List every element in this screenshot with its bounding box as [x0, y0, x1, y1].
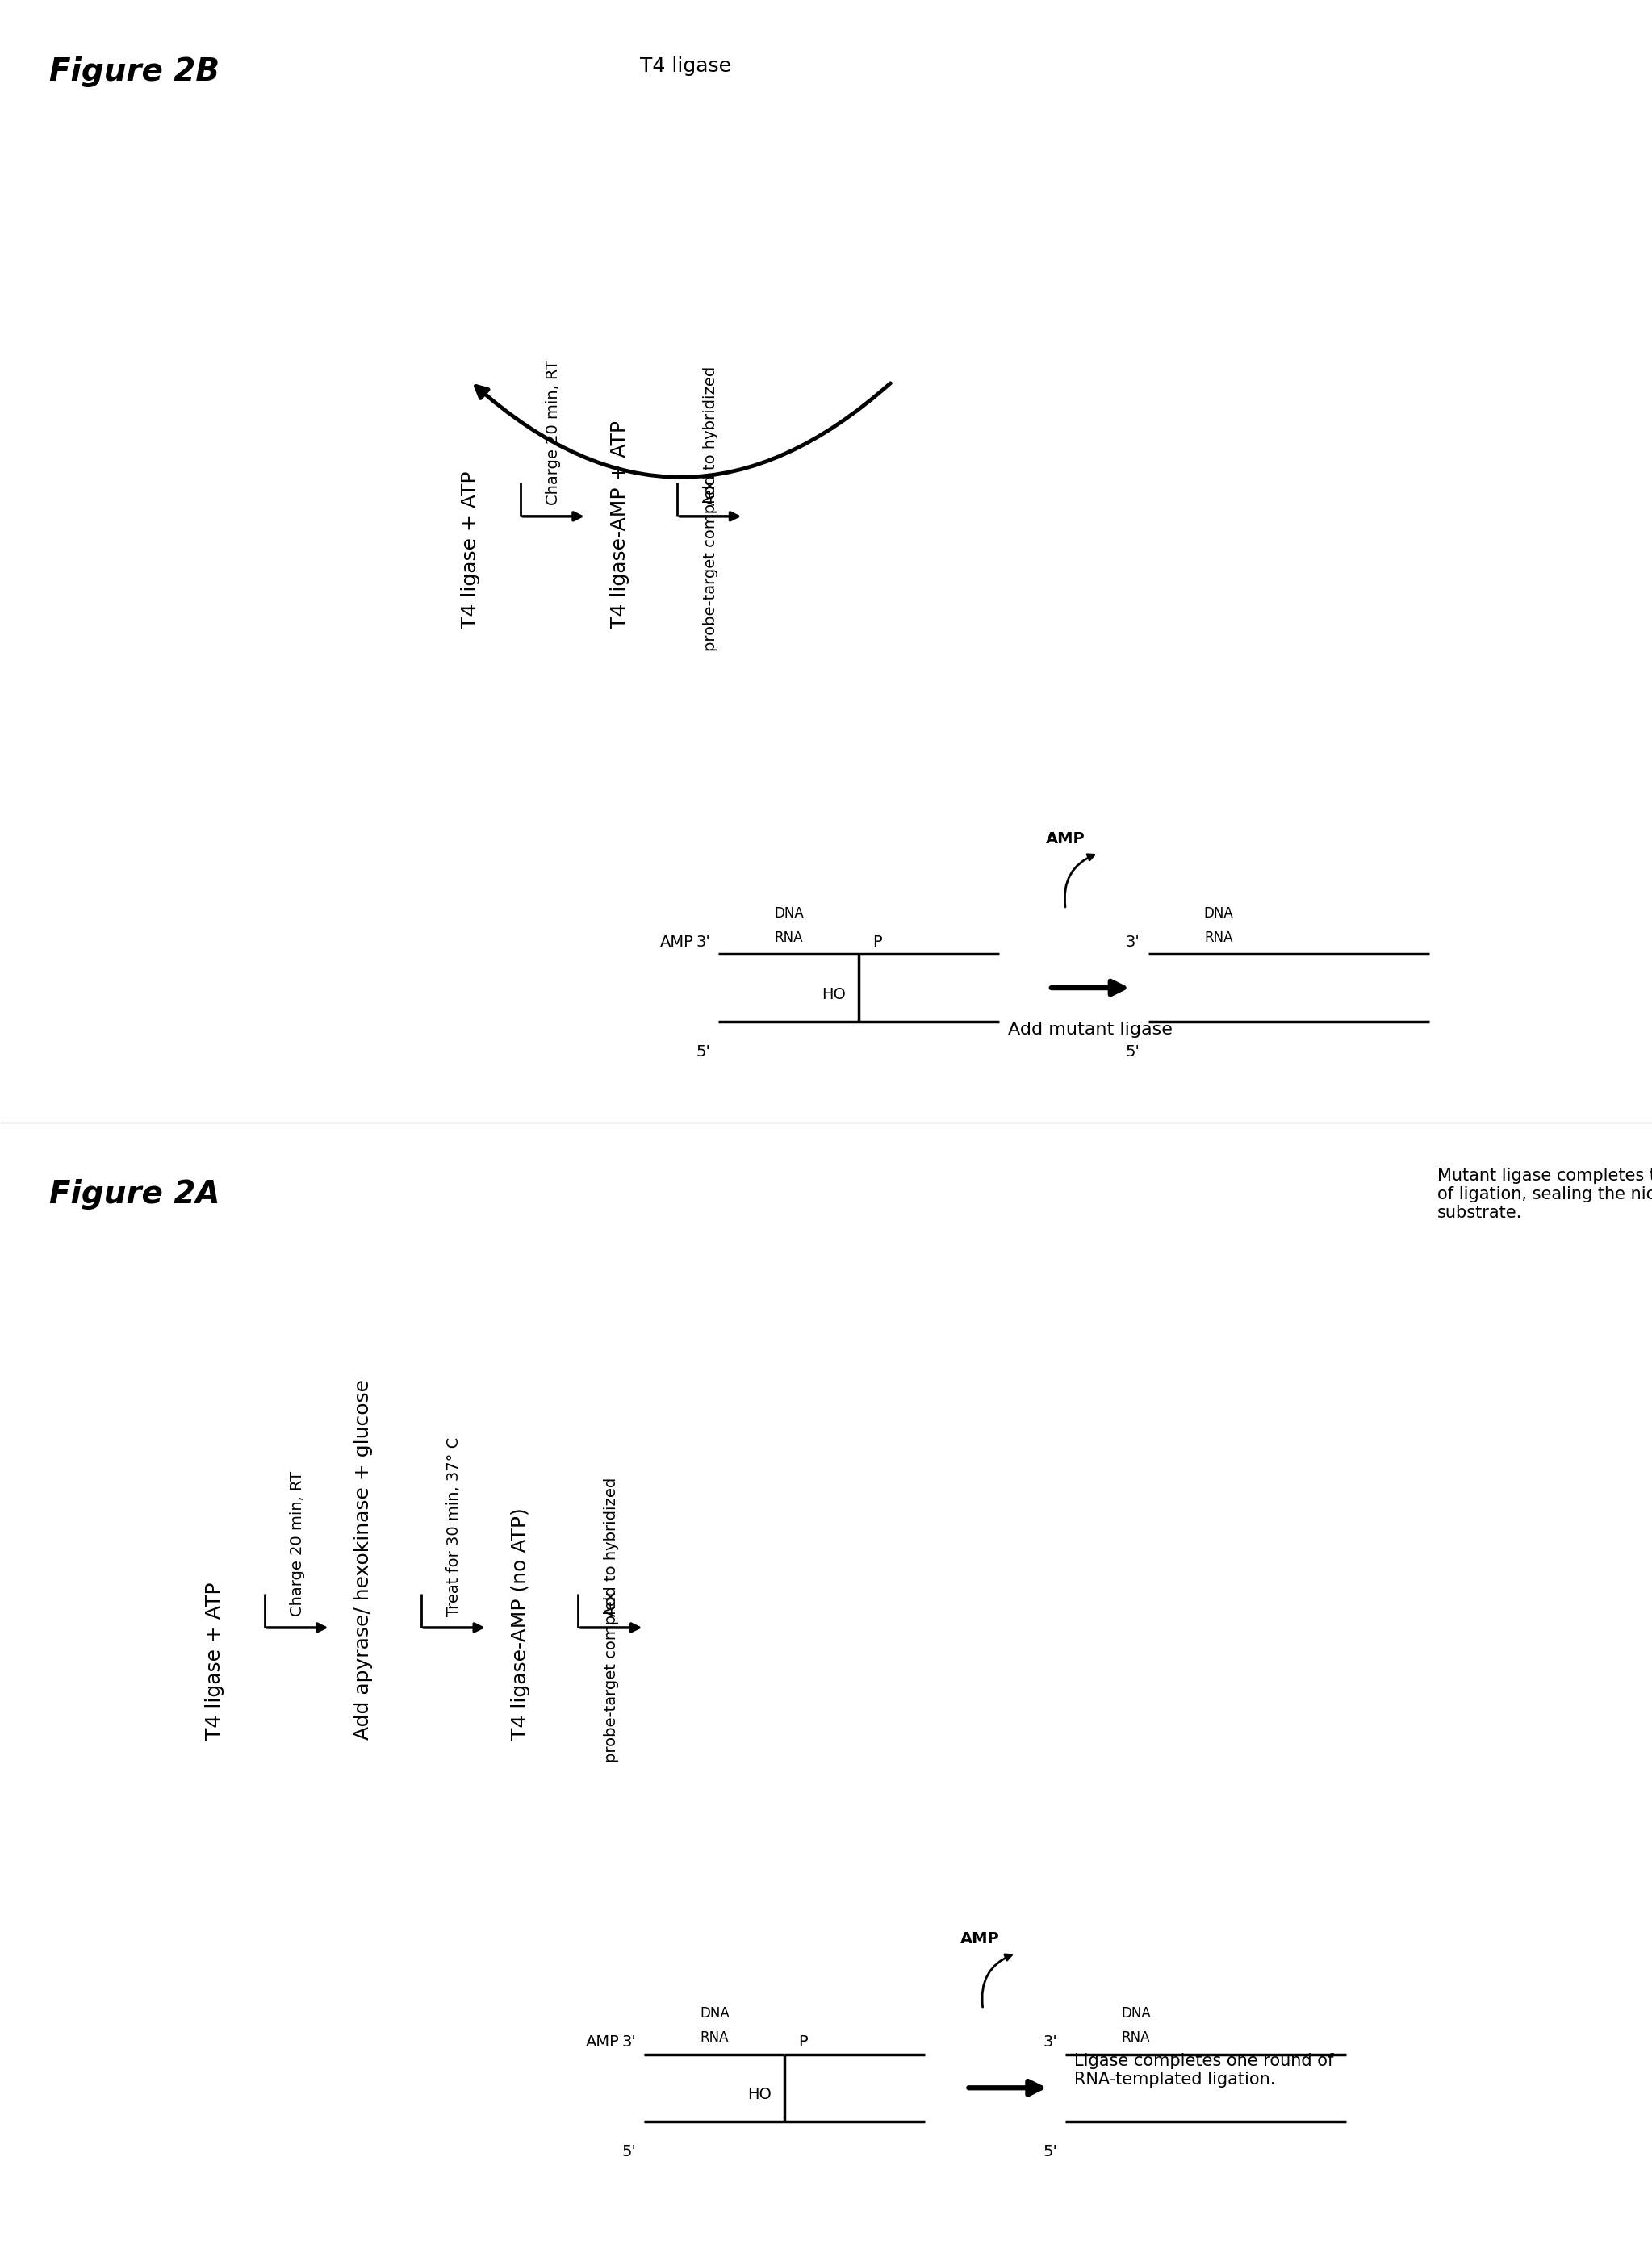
Text: T4 ligase: T4 ligase: [639, 56, 732, 76]
Text: 3': 3': [621, 2034, 636, 2050]
Text: RNA: RNA: [1122, 2032, 1150, 2045]
Text: 5': 5': [695, 1044, 710, 1060]
Text: T4 ligase + ATP: T4 ligase + ATP: [205, 1583, 225, 1740]
Text: probe-target complex: probe-target complex: [603, 1592, 620, 1762]
Text: DNA: DNA: [775, 907, 803, 920]
Text: DNA: DNA: [1122, 2007, 1150, 2021]
Text: 3': 3': [1125, 934, 1140, 950]
Text: 3': 3': [695, 934, 710, 950]
Text: 5': 5': [621, 2144, 636, 2160]
Text: Figure 2B: Figure 2B: [50, 56, 220, 88]
Text: P: P: [798, 2034, 808, 2050]
FancyArrowPatch shape: [476, 384, 890, 478]
Text: AMP: AMP: [661, 934, 694, 950]
FancyArrowPatch shape: [983, 1955, 1011, 2007]
Text: Figure 2A: Figure 2A: [50, 1179, 220, 1210]
Text: probe-target complex: probe-target complex: [702, 480, 719, 651]
Text: Mutant ligase completes the second step
of ligation, sealing the nick on adenyla: Mutant ligase completes the second step …: [1437, 1167, 1652, 1221]
Text: HO: HO: [747, 2088, 771, 2101]
Text: DNA: DNA: [700, 2007, 729, 2021]
Text: AMP: AMP: [960, 1931, 999, 1946]
Text: 5': 5': [1042, 2144, 1057, 2160]
Text: T4 ligase-AMP + ATP: T4 ligase-AMP + ATP: [610, 420, 629, 629]
Text: Add to hybridized: Add to hybridized: [702, 366, 719, 505]
Text: 5': 5': [1125, 1044, 1140, 1060]
Text: HO: HO: [821, 988, 846, 1001]
Text: Add apyrase/ hexokinase + glucose: Add apyrase/ hexokinase + glucose: [354, 1378, 373, 1740]
FancyArrowPatch shape: [1066, 855, 1094, 907]
Text: P: P: [872, 934, 882, 950]
Text: AMP: AMP: [1046, 831, 1085, 846]
Text: Add mutant ligase: Add mutant ligase: [1008, 1021, 1173, 1037]
Text: Treat for 30 min, 37° C: Treat for 30 min, 37° C: [446, 1437, 463, 1616]
Text: DNA: DNA: [1204, 907, 1232, 920]
Text: 3': 3': [1042, 2034, 1057, 2050]
Text: Add to hybridized: Add to hybridized: [603, 1477, 620, 1616]
Text: T4 ligase + ATP: T4 ligase + ATP: [461, 471, 481, 629]
Text: RNA: RNA: [775, 932, 803, 945]
Text: Ligase completes one round of
RNA-templated ligation.: Ligase completes one round of RNA-templa…: [1074, 2052, 1333, 2088]
Text: Charge 20 min, RT: Charge 20 min, RT: [545, 359, 562, 505]
Text: RNA: RNA: [1204, 932, 1232, 945]
Text: AMP: AMP: [586, 2034, 620, 2050]
Text: RNA: RNA: [700, 2032, 729, 2045]
Text: T4 ligase-AMP (no ATP): T4 ligase-AMP (no ATP): [510, 1509, 530, 1740]
Text: Charge 20 min, RT: Charge 20 min, RT: [289, 1470, 306, 1616]
